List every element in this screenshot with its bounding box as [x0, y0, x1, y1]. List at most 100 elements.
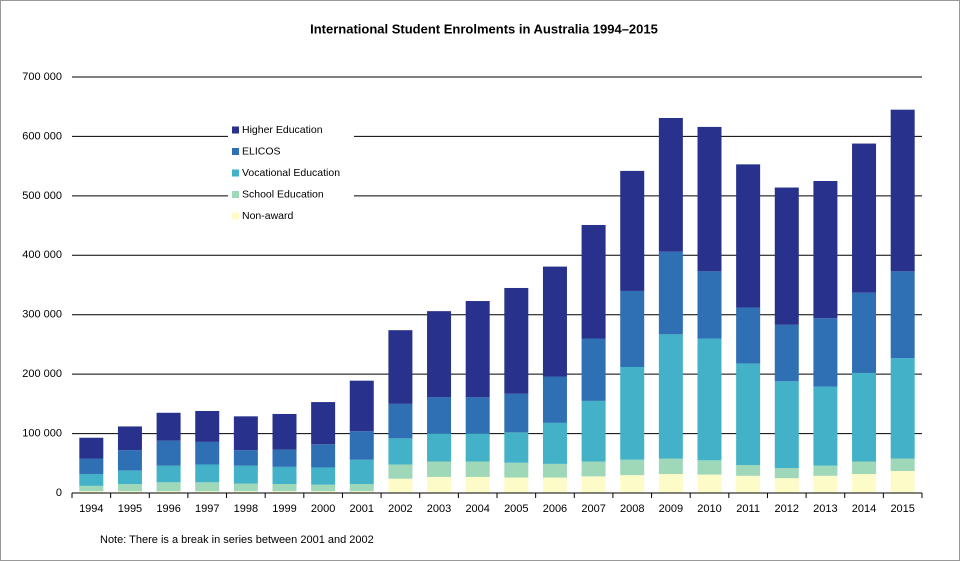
bar-segment: [117, 491, 142, 493]
legend-label: Higher Education: [242, 124, 323, 136]
bar-segment: [504, 462, 529, 478]
bar-segment: [890, 471, 915, 493]
x-tick-label: 2014: [852, 503, 876, 515]
bar-segment: [774, 324, 799, 382]
bar-segment: [427, 476, 452, 493]
bar-segment: [311, 402, 336, 445]
bar-segment: [233, 465, 258, 484]
bar-segment: [195, 410, 220, 442]
bar-segment: [813, 181, 838, 319]
bar-segment: [774, 478, 799, 493]
bar-segment: [79, 458, 104, 474]
x-tick-label: 2015: [890, 503, 914, 515]
bar-segment: [504, 432, 529, 463]
bar-segment: [117, 484, 142, 492]
bar-segment: [233, 491, 258, 493]
x-tick-label: 2007: [581, 503, 605, 515]
x-tick-label: 2003: [427, 503, 451, 515]
bar-segment: [852, 292, 877, 373]
bar-segment: [156, 440, 181, 466]
bar-segment: [272, 484, 297, 492]
bar-segment: [195, 491, 220, 493]
bar-segment: [542, 463, 567, 478]
legend-label: School Education: [242, 188, 324, 200]
x-tick-label: 2009: [659, 503, 683, 515]
bar-segment: [79, 437, 104, 459]
legend-label: ELICOS: [242, 145, 281, 157]
bar-segment: [349, 431, 374, 460]
bar-segment: [813, 475, 838, 493]
bar-segment: [852, 372, 877, 462]
bar-segment: [117, 426, 142, 451]
bar-segment: [620, 367, 645, 460]
bar-segment: [890, 271, 915, 359]
y-tick-label: 0: [56, 487, 62, 499]
bar-segment: [542, 266, 567, 377]
legend-label: Vocational Education: [242, 167, 340, 179]
bar-segment: [774, 468, 799, 479]
bar-segment: [542, 477, 567, 493]
bar-segment: [349, 484, 374, 492]
bar-segment: [581, 400, 606, 462]
bar-segment: [427, 311, 452, 398]
bar-segment: [504, 477, 529, 493]
x-tick-label: 1994: [79, 503, 103, 515]
bar-segment: [465, 397, 490, 434]
note: Note: There is a break in series between…: [100, 534, 374, 546]
legend-swatch: [232, 212, 239, 220]
bar-segment: [890, 358, 915, 459]
bar-segment: [156, 412, 181, 441]
x-tick-label: 2008: [620, 503, 644, 515]
x-tick-label: 2001: [350, 503, 374, 515]
bar-segment: [813, 318, 838, 387]
bar-segment: [233, 483, 258, 492]
legend-label: Non-award: [242, 210, 294, 222]
y-tick-label: 100 000: [22, 427, 62, 439]
bar-segment: [349, 380, 374, 432]
x-tick-label: 1999: [272, 503, 296, 515]
bar-segment: [272, 491, 297, 493]
legend-swatch: [232, 191, 239, 198]
x-tick-label: 1997: [195, 503, 219, 515]
bar-segment: [388, 478, 413, 493]
bar-segment: [658, 251, 683, 335]
y-tick-label: 500 000: [22, 190, 62, 202]
bar-segment: [736, 164, 761, 308]
bar-segment: [195, 482, 220, 492]
x-tick-label: 2013: [813, 503, 837, 515]
bar-segment: [813, 465, 838, 476]
legend-swatch: [232, 126, 239, 134]
legend-swatch: [232, 148, 239, 155]
x-tick-label: 2002: [388, 503, 412, 515]
bar-segment: [697, 338, 722, 461]
bar-segment: [272, 449, 297, 467]
bar-segment: [311, 444, 336, 468]
bar-segment: [542, 376, 567, 423]
bar-segment: [272, 466, 297, 485]
bar-segment: [465, 461, 490, 477]
bar-segment: [311, 491, 336, 493]
bar-segment: [542, 422, 567, 464]
chart-title: International Student Enrolments in Aust…: [310, 21, 658, 36]
bar-segment: [195, 441, 220, 465]
bar-segment: [774, 187, 799, 325]
bar-segment: [233, 450, 258, 466]
bar-segment: [156, 491, 181, 493]
bar-segment: [890, 109, 915, 272]
bar-segment: [736, 307, 761, 364]
x-tick-label: 2004: [465, 503, 489, 515]
bar-segment: [195, 464, 220, 483]
bar-segment: [620, 290, 645, 368]
bar-segment: [311, 467, 336, 485]
bar-segment: [852, 461, 877, 474]
bar-segment: [581, 224, 606, 339]
bar-segment: [465, 301, 490, 398]
bar-segment: [388, 438, 413, 465]
bar-segment: [620, 459, 645, 476]
bar-segment: [581, 476, 606, 493]
bar-segment: [388, 330, 413, 404]
bar-segment: [658, 118, 683, 252]
y-tick-label: 400 000: [22, 249, 62, 261]
legend-box: [228, 120, 354, 228]
